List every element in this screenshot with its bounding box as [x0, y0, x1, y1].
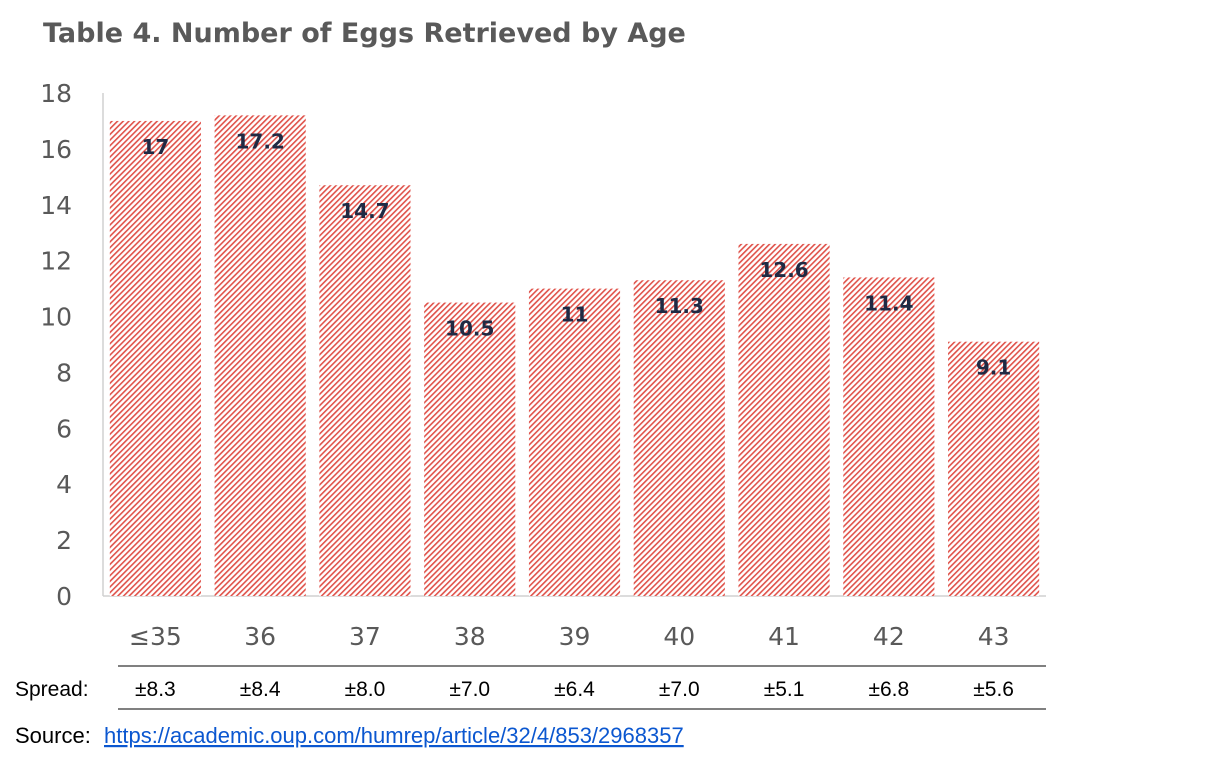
data-label: 11.4	[864, 291, 913, 315]
bar	[948, 341, 1040, 596]
bar	[109, 120, 201, 596]
y-tick-label: 14	[40, 191, 72, 220]
y-tick-label: 4	[56, 470, 72, 499]
spread-value: ±6.4	[554, 678, 595, 701]
x-axis: ≤35 36 37 38 39 40 41 42 43	[129, 622, 1010, 651]
source-label: Source:	[15, 723, 91, 748]
bar-series	[109, 115, 1040, 596]
data-label: 17	[141, 135, 169, 159]
x-tick-label: 39	[559, 622, 591, 651]
y-tick-label: 16	[40, 135, 72, 164]
spread-value: ±8.4	[240, 678, 281, 701]
x-tick-label: ≤35	[129, 622, 182, 651]
data-label: 12.6	[759, 258, 808, 282]
data-label: 10.5	[445, 317, 494, 341]
y-tick-label: 12	[40, 247, 72, 276]
spread-value: ±6.8	[868, 678, 909, 701]
bar	[843, 277, 935, 596]
bar	[738, 243, 830, 596]
y-tick-label: 18	[40, 79, 72, 108]
spread-value: ±8.0	[345, 678, 386, 701]
x-tick-label: 42	[873, 622, 905, 651]
x-tick-label: 43	[978, 622, 1010, 651]
bar	[633, 280, 725, 596]
source-link[interactable]: https://academic.oup.com/humrep/article/…	[104, 723, 684, 748]
x-tick-label: 37	[349, 622, 381, 651]
data-label: 11	[561, 303, 589, 327]
x-tick-label: 40	[663, 622, 695, 651]
bar	[528, 288, 621, 596]
chart-title: Table 4. Number of Eggs Retrieved by Age	[43, 18, 686, 49]
y-tick-label: 6	[56, 414, 72, 443]
y-tick-label: 0	[56, 582, 72, 611]
y-tick-label: 8	[56, 358, 72, 387]
spread-value: ±8.3	[135, 678, 176, 701]
spread-label: Spread:	[15, 678, 89, 701]
data-label: 9.1	[976, 356, 1011, 380]
y-tick-label: 10	[40, 303, 72, 332]
bar	[214, 115, 306, 596]
data-label: 17.2	[235, 129, 284, 153]
bar	[319, 185, 411, 596]
spread-value: ±7.0	[449, 678, 490, 701]
y-axis: 0 2 4 6 8 10 12 14 16 18	[40, 79, 72, 611]
x-tick-label: 36	[244, 622, 276, 651]
x-tick-label: 38	[454, 622, 486, 651]
bar	[424, 302, 516, 596]
x-tick-label: 41	[768, 622, 800, 651]
spread-value: ±7.0	[659, 678, 700, 701]
spread-row: ±8.3 ±8.4 ±8.0 ±7.0 ±6.4 ±7.0 ±5.1 ±6.8 ±5.6	[135, 678, 1014, 701]
y-tick-label: 2	[56, 526, 72, 555]
data-labels: 17 17.2 14.7 10.5 11 11.3 12.6 11.4 9.1	[141, 129, 1011, 379]
spread-value: ±5.6	[973, 678, 1014, 701]
data-label: 14.7	[340, 199, 389, 223]
data-label: 11.3	[655, 294, 704, 318]
spread-value: ±5.1	[764, 678, 805, 701]
